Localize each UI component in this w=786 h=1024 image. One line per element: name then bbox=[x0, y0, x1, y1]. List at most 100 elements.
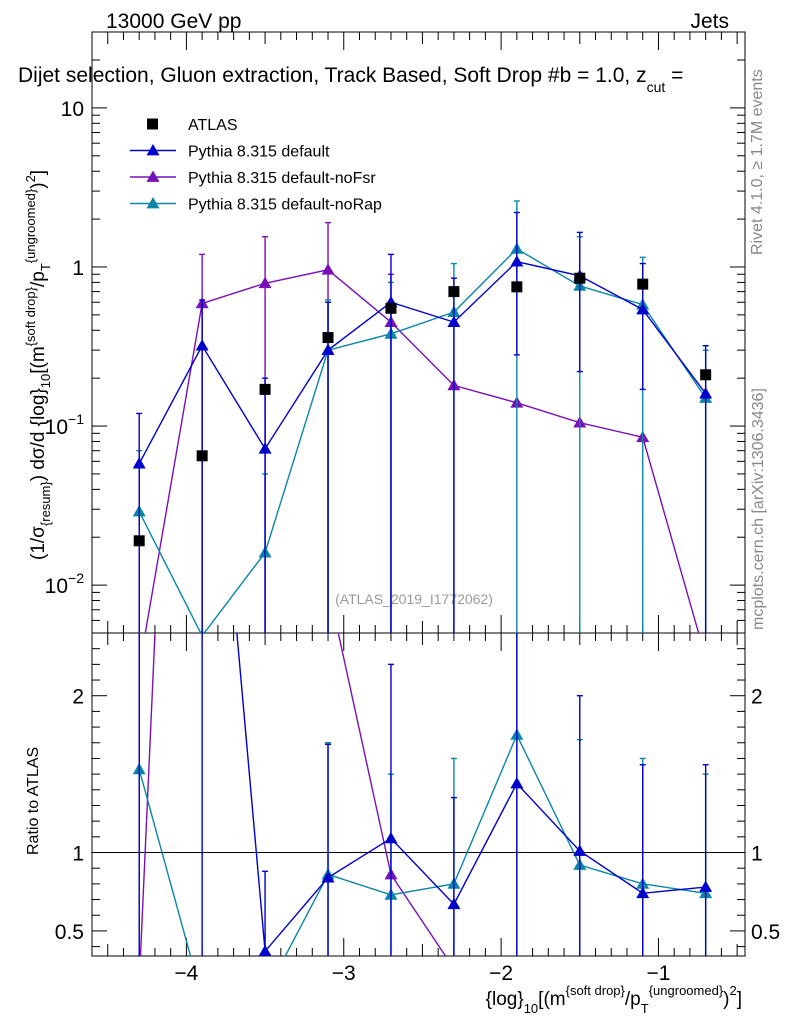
legend-marker-noRap bbox=[146, 197, 160, 209]
x-axis-label-sup2: {ungroomed} bbox=[649, 983, 724, 998]
main-y-axis-label-sup1: {soft drop} bbox=[23, 286, 38, 346]
main-y-axis-label: (1/σ{resum}) dσ/d {log}10[(m{soft drop}/… bbox=[23, 170, 53, 560]
x-axis-label-text5: ] bbox=[737, 989, 742, 1010]
marker-default bbox=[258, 442, 272, 454]
main-y-axis-label-text: (1/σ bbox=[28, 526, 49, 560]
x-axis-label-sub1: 10 bbox=[524, 1001, 538, 1016]
x-axis-label-text3: /p bbox=[625, 989, 641, 1010]
legend-label-data: ATLAS bbox=[188, 117, 238, 134]
ratio-y-tick-label-right: 2 bbox=[751, 686, 763, 709]
x-tick-label: −4 bbox=[174, 962, 198, 985]
ratio-y-tick-label-left: 2 bbox=[72, 686, 84, 709]
atlas-data-point bbox=[133, 535, 145, 547]
ratio-marker-noRap bbox=[196, 992, 209, 1003]
main-y-tick-label-exponent: −1 bbox=[68, 411, 84, 427]
ratio-marker-default bbox=[699, 880, 713, 892]
main-y-tick-label-base: 10 bbox=[61, 98, 84, 121]
x-tick-label: −2 bbox=[489, 962, 513, 985]
ratio-y-tick-label-right: 1 bbox=[751, 843, 763, 866]
ratio-line-noFsr bbox=[139, 633, 447, 956]
energy-label: 13000 GeV pp bbox=[106, 10, 241, 33]
legend-label-noFsr: Pythia 8.315 default-noFsr bbox=[188, 170, 376, 187]
series-line-default bbox=[138, 260, 707, 465]
main-y-axis-label-sub3: T bbox=[38, 263, 53, 271]
marker-default bbox=[510, 255, 524, 267]
main-y-tick-label: 10−2 bbox=[45, 570, 85, 598]
main-y-tick-label-base: 1 bbox=[72, 257, 84, 280]
analysis-watermark: (ATLAS_2019_I1772062) bbox=[335, 591, 493, 607]
atlas-data-point bbox=[637, 278, 649, 290]
x-tick-label: −1 bbox=[646, 962, 670, 985]
main-y-axis-label-sub1: {resum} bbox=[38, 481, 53, 526]
legend: ATLAS Pythia 8.315 default Pythia 8.315 de… bbox=[130, 117, 382, 214]
series-line-noRap bbox=[138, 247, 707, 633]
main-series-layer bbox=[132, 200, 713, 662]
series-line-noFsr bbox=[144, 269, 700, 633]
main-y-axis-label-sup2: {ungroomed} bbox=[23, 188, 38, 263]
x-axis-label-text4: ) bbox=[723, 989, 729, 1010]
ratio-marker-default bbox=[636, 886, 650, 899]
atlas-data-point bbox=[700, 369, 712, 381]
ratio-marker-noRap bbox=[259, 988, 272, 999]
ratio-marker-noFsr bbox=[447, 962, 460, 973]
marker-default bbox=[447, 315, 461, 328]
selection-title-main: Dijet selection, Gluon extraction, Track… bbox=[18, 64, 647, 87]
atlas-data-point bbox=[385, 302, 397, 314]
legend-marker-noFsr bbox=[146, 170, 160, 182]
x-axis-label-sub2: T bbox=[641, 1001, 649, 1016]
x-axis-label-text1: {log} bbox=[486, 989, 524, 1010]
ratio-y-tick-label-left: 1 bbox=[72, 843, 84, 866]
atlas-data-point bbox=[448, 286, 460, 298]
ratio-line-default bbox=[236, 633, 706, 954]
mcplots-label: mcplots.cern.ch [arXiv:1306.3436] bbox=[750, 388, 767, 630]
main-y-tick-label: 10−1 bbox=[45, 411, 85, 439]
marker-noFsr bbox=[699, 651, 712, 662]
ratio-line-noRap bbox=[138, 733, 706, 956]
main-y-axis-label-text3: [(m bbox=[28, 346, 49, 373]
main-y-axis-label-text4: /p bbox=[28, 271, 49, 287]
marker-default bbox=[132, 457, 146, 469]
selection-title-sub: cut bbox=[647, 79, 666, 95]
marker-default bbox=[195, 339, 209, 351]
main-y-tick-label-base: 10 bbox=[45, 416, 68, 439]
ratio-marker-default bbox=[321, 871, 335, 883]
main-y-tick-label-base: 10 bbox=[45, 575, 68, 598]
ratio-marker-default bbox=[196, 235, 209, 246]
marker-default bbox=[699, 387, 713, 399]
category-label: Jets bbox=[690, 10, 729, 33]
x-axis-label-sup1: {soft drop} bbox=[566, 983, 626, 998]
ratio-frame bbox=[91, 632, 746, 957]
ratio-marker-default bbox=[258, 944, 272, 956]
main-y-tick-label: 10 bbox=[61, 98, 84, 121]
ratio-series-layer bbox=[132, 235, 713, 1003]
marker-default bbox=[636, 303, 650, 315]
legend-label-noRap: Pythia 8.315 default-noRap bbox=[188, 197, 382, 214]
ratio-marker-default bbox=[510, 777, 524, 789]
x-tick-label: −3 bbox=[332, 962, 356, 985]
ratio-axes: 0.5 0.5 1 1 2 2 bbox=[55, 648, 780, 948]
main-y-tick-label: 1 bbox=[72, 257, 84, 280]
marker-noFsr bbox=[321, 263, 335, 275]
main-y-tick-label-exponent: −2 bbox=[68, 570, 84, 586]
x-axis-label-text2: [(m bbox=[538, 989, 565, 1010]
main-y-axis-label-sup3: 2 bbox=[23, 175, 38, 182]
selection-title-tail: = bbox=[665, 64, 683, 87]
x-axis: −4 −3 −2 −1 bbox=[91, 32, 738, 985]
marker-noFsr bbox=[258, 276, 272, 289]
x-axis-label-sup3: 2 bbox=[729, 983, 736, 998]
ratio-marker-default bbox=[384, 831, 398, 844]
atlas-data-point bbox=[259, 383, 271, 395]
legend-marker-default bbox=[146, 144, 160, 156]
ratio-y-tick-label-left: 0.5 bbox=[55, 921, 84, 944]
ratio-y-tick-label-right: 0.5 bbox=[751, 921, 780, 944]
ratio-marker-default bbox=[573, 844, 587, 856]
x-axis-label: {log}10[(m{soft drop}/pT{ungroomed})2] bbox=[486, 983, 742, 1016]
selection-title: Dijet selection, Gluon extraction, Track… bbox=[18, 64, 683, 95]
atlas-data-point bbox=[196, 450, 208, 462]
ratio-y-axis-label: Ratio to ATLAS bbox=[25, 747, 42, 855]
marker-default bbox=[321, 343, 335, 356]
ratio-marker-noFsr bbox=[133, 978, 146, 989]
atlas-data-point bbox=[322, 332, 334, 344]
